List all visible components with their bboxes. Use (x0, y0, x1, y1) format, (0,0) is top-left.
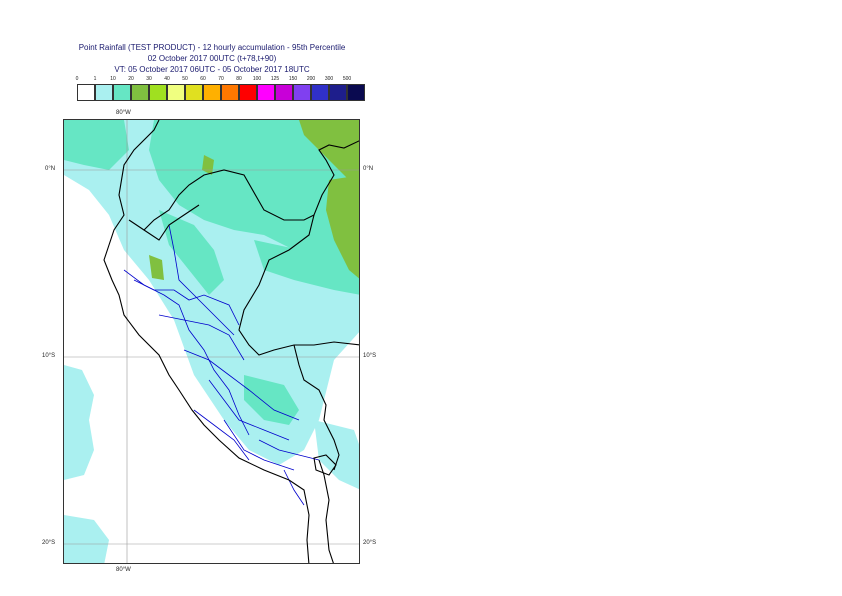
legend-tick-label: 10 (110, 76, 116, 82)
legend-tick-label: 500 (342, 76, 352, 82)
legend-color-box (77, 84, 95, 101)
lat-label-20s-left: 20°S (42, 540, 56, 546)
legend-color-box (347, 84, 365, 101)
lon-label-bottom: 80°W (116, 567, 131, 573)
legend-tick-label: 40 (164, 76, 170, 82)
legend-color-box (329, 84, 347, 101)
legend-color-box (239, 84, 257, 101)
legend-color-box (221, 84, 239, 101)
lon-label-top: 80°W (116, 110, 131, 116)
rain-area-green (149, 255, 164, 280)
legend-color-box (95, 84, 113, 101)
country-border (293, 344, 340, 471)
coastline (103, 120, 310, 563)
legend-color-box (167, 84, 185, 101)
region-border (258, 439, 320, 461)
legend-tick-label: 300 (324, 76, 334, 82)
legend-color-box (113, 84, 131, 101)
lat-label-20s-right: 20°S (363, 540, 377, 546)
rain-area-light (64, 365, 94, 480)
rainfall-map (64, 120, 359, 563)
graticule (64, 120, 359, 563)
title-line-1: Point Rainfall (TEST PRODUCT) - 12 hourl… (78, 43, 346, 52)
legend-color-box (203, 84, 221, 101)
region-border (223, 419, 295, 471)
legend-tick-label: 20 (128, 76, 134, 82)
rain-area-light (314, 420, 359, 490)
rain-area-green (299, 120, 359, 185)
rain-area-teal (244, 375, 299, 425)
country-border (128, 140, 359, 231)
rain-area-teal (254, 240, 359, 295)
rain-area-teal (64, 120, 129, 170)
region-borders (123, 224, 320, 506)
legend-tick-label: 30 (146, 76, 152, 82)
legend-tick-label: 1 (93, 76, 97, 82)
legend-tick-label: 80 (236, 76, 242, 82)
lat-label-eq-left: 0°N (45, 166, 56, 172)
region-border (283, 469, 305, 506)
legend-tick-label: 150 (288, 76, 298, 82)
rain-area-teal (149, 120, 359, 288)
legend-color-box (131, 84, 149, 101)
lat-label-10s-left: 10°S (42, 353, 56, 359)
country-borders (103, 120, 359, 563)
region-border (193, 409, 250, 461)
legend-color-box (149, 84, 167, 101)
title-line-2: 02 October 2017 00UTC (t+78,t+90) (147, 54, 277, 63)
rain-area-light (64, 515, 109, 563)
legend-tick-label: 125 (270, 76, 280, 82)
country-border (318, 459, 334, 563)
legend-tick-label: 0 (75, 76, 79, 82)
rainfall-field (64, 120, 359, 563)
region-border (183, 349, 300, 421)
legend-tick-label: 60 (200, 76, 206, 82)
legend-tick-label: 100 (252, 76, 262, 82)
legend-color-box (293, 84, 311, 101)
legend-color-box (257, 84, 275, 101)
region-border (208, 379, 290, 441)
legend-color-box (185, 84, 203, 101)
country-border (143, 204, 200, 241)
lake-titicaca (313, 454, 337, 476)
lat-label-10s-right: 10°S (363, 353, 377, 359)
region-border (158, 314, 245, 361)
legend-tick-label: 50 (182, 76, 188, 82)
legend-color-box (311, 84, 329, 101)
legend-color-box (275, 84, 293, 101)
rain-area-green (326, 175, 359, 279)
legend-tick-label: 200 (306, 76, 316, 82)
legend-tick-label: 70 (218, 76, 224, 82)
lat-label-eq-right: 0°N (363, 166, 374, 172)
region-border (168, 224, 235, 336)
region-border (133, 279, 240, 326)
country-border (238, 214, 359, 356)
title-line-3: VT: 05 October 2017 06UTC - 05 October 2… (114, 65, 310, 74)
rain-area-teal (159, 210, 224, 295)
map-frame (63, 119, 360, 564)
